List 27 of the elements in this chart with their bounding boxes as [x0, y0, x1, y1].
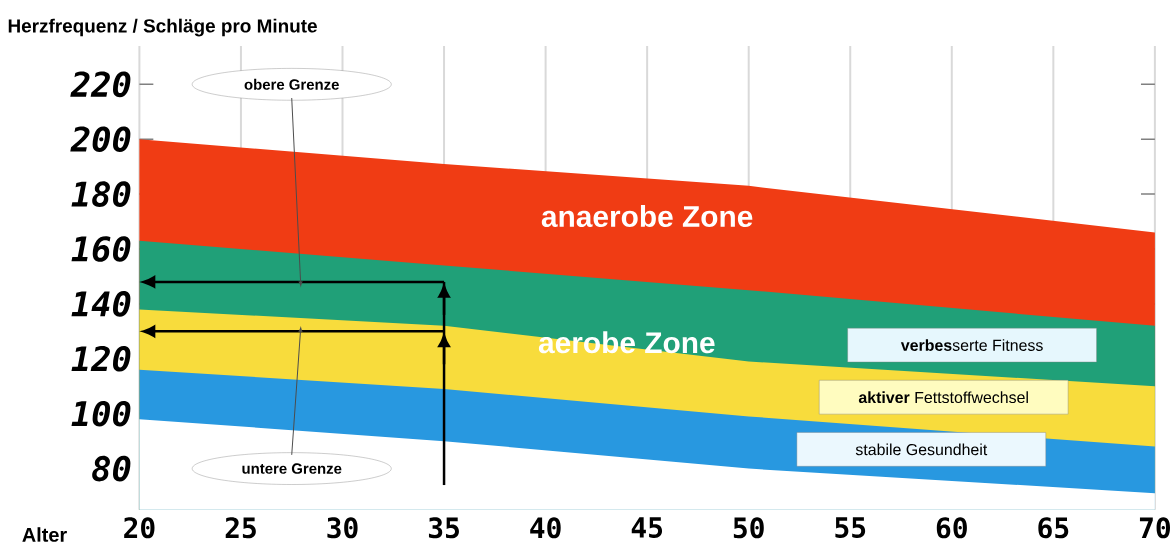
x-tick-label: 40: [530, 517, 561, 539]
ref-line-label: untere Grenze: [242, 463, 342, 475]
y-tick-label: 120: [71, 346, 131, 372]
annotation: verbesserte Fitness: [900, 339, 1043, 352]
annotation: stabile Gesundheit: [855, 443, 988, 456]
y-tick-label: 80: [92, 455, 131, 482]
x-tick-label: 55: [835, 517, 866, 539]
x-tick-label: 35: [428, 517, 459, 539]
annotation: aktiver Fettstoffwechsel: [858, 391, 1028, 404]
ref-line-label: obere Grenze: [244, 79, 339, 91]
x-tick-label: 30: [327, 517, 358, 539]
y-tick-label: 160: [71, 236, 131, 263]
x-axis-title: Alter: [22, 527, 67, 543]
x-tick-label: 65: [1038, 517, 1069, 539]
annotation: anaerobe Zone: [541, 205, 753, 228]
x-tick-label: 70: [1139, 517, 1170, 539]
x-tick-label: 45: [631, 517, 663, 539]
y-tick-label: 180: [71, 181, 131, 208]
y-tick-label: 100: [71, 401, 131, 427]
x-tick-label: 50: [733, 517, 764, 539]
y-tick-label: 200: [70, 126, 131, 153]
x-tick-label: 25: [225, 517, 256, 539]
y-axis-title: Herzfrequenz / Schläge pro Minute: [8, 18, 317, 37]
y-tick-label: 140: [71, 291, 131, 317]
x-tick-label: 20: [124, 517, 155, 539]
y-tick-label: 220: [70, 71, 131, 98]
x-tick-label: 60: [936, 517, 967, 539]
